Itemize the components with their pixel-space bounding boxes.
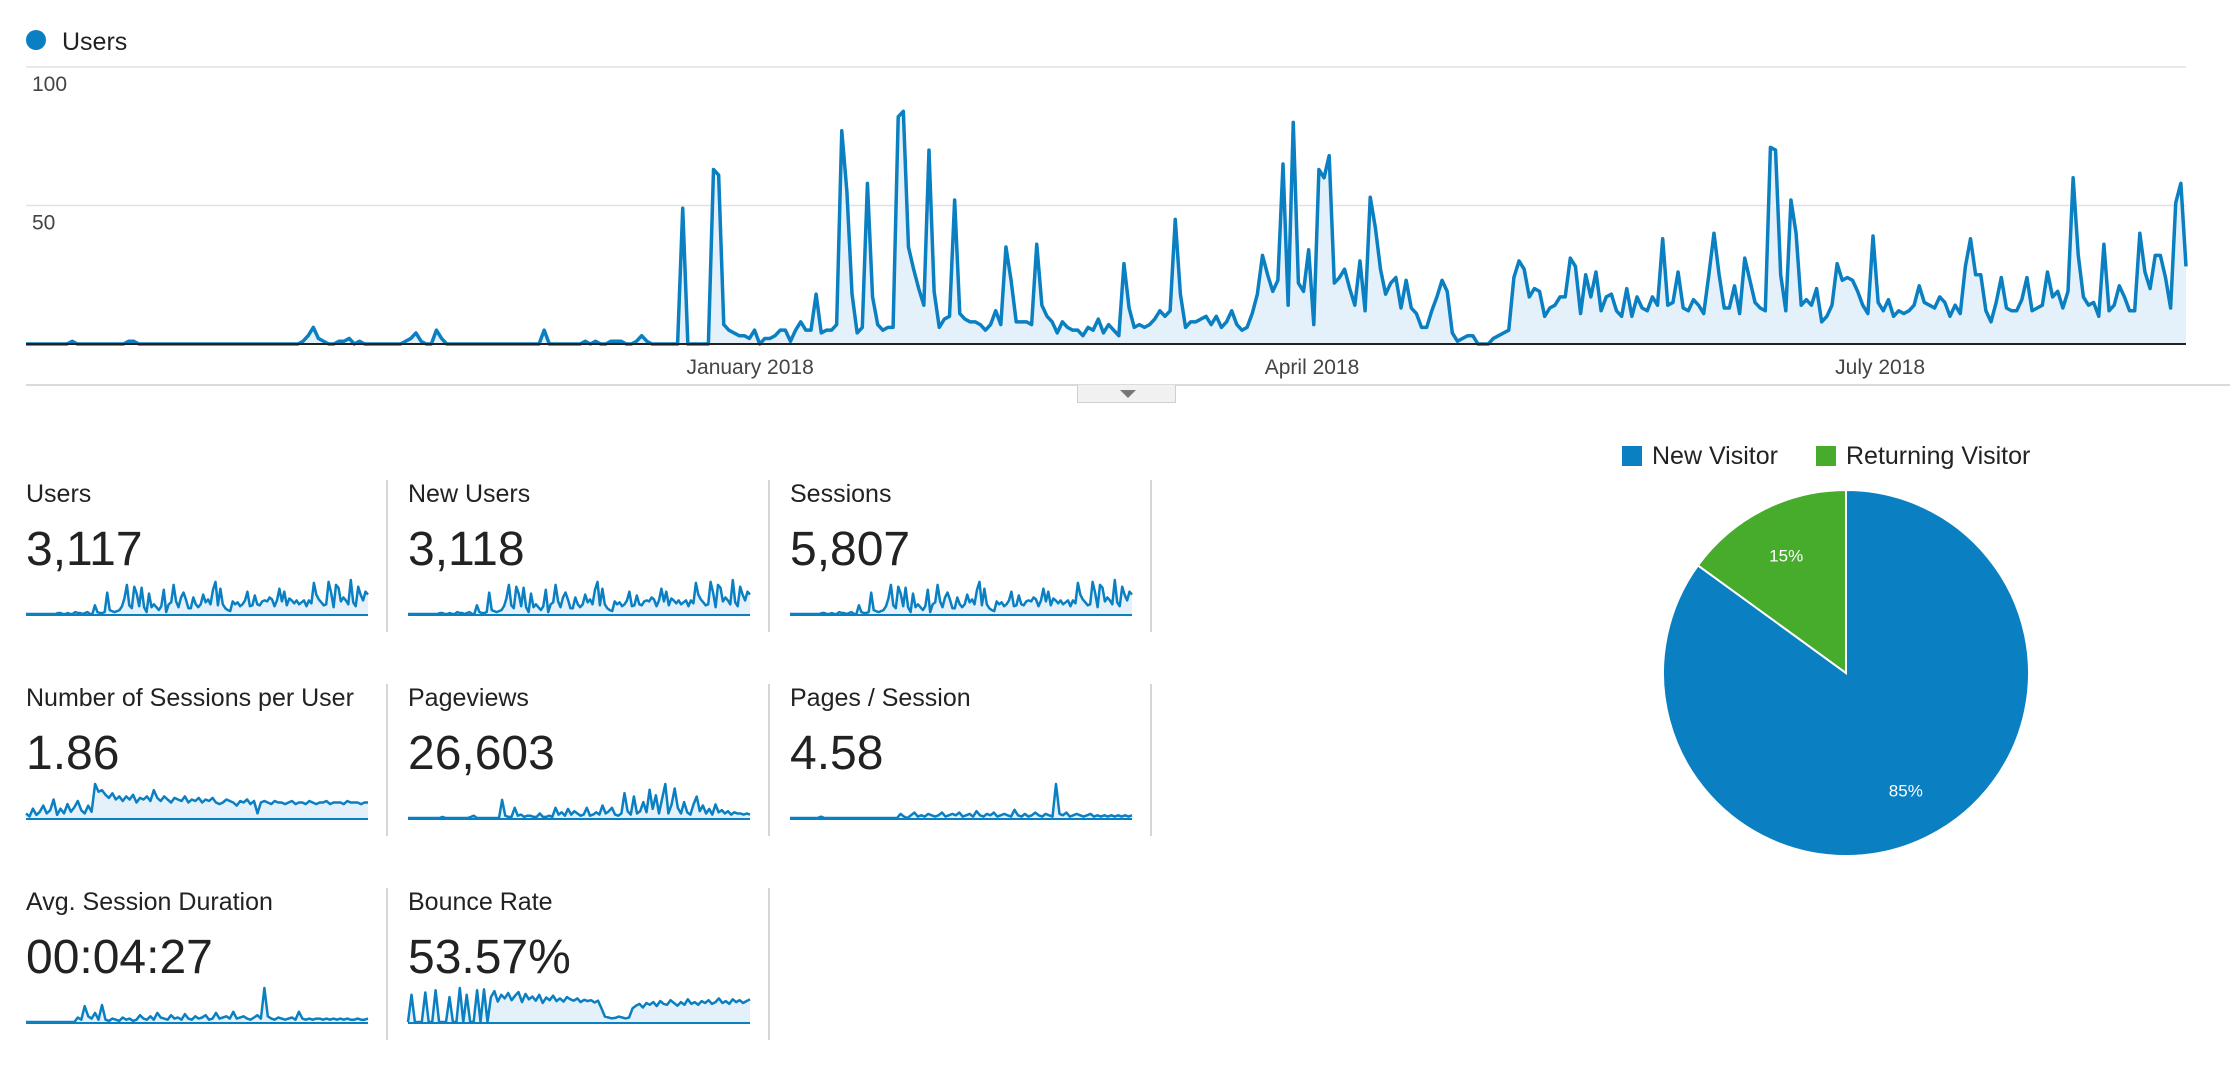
metric-avg-session-duration[interactable]: Avg. Session Duration 00:04:27 bbox=[26, 888, 408, 1040]
sparkline-line bbox=[26, 986, 369, 1024]
pie-chart: 85% 15% bbox=[1662, 490, 2030, 857]
metric-sparkline bbox=[26, 578, 369, 616]
legend-label: New Visitor bbox=[1652, 442, 1778, 470]
pie-slice-returning-visitor[interactable] bbox=[1696, 490, 1847, 675]
sparkline-line bbox=[790, 578, 1133, 616]
sparkline-fill bbox=[26, 784, 368, 820]
metric-bounce-rate[interactable]: Bounce Rate 53.57% bbox=[406, 888, 790, 1040]
metric-label: Bounce Rate bbox=[408, 888, 553, 916]
x-tick-label: July 2018 bbox=[1835, 356, 1925, 379]
pie-legend-new-visitor[interactable]: New Visitor bbox=[1622, 442, 1778, 471]
x-tick-label: January 2018 bbox=[687, 356, 814, 379]
y-tick-label: 50 bbox=[32, 212, 55, 235]
legend-label-users: Users bbox=[62, 28, 127, 56]
pie-slice-label: 85% bbox=[1889, 781, 1923, 800]
sparkline-line bbox=[790, 782, 1133, 820]
sparkline-line bbox=[25, 782, 368, 818]
metric-label: Users bbox=[26, 480, 92, 508]
metric-label: Pages / Session bbox=[790, 684, 971, 712]
chart-legend[interactable]: Users bbox=[26, 28, 127, 56]
metric-sparkline bbox=[408, 578, 751, 616]
legend-swatch-users bbox=[26, 30, 46, 50]
sparkline-fill bbox=[26, 988, 368, 1024]
sparkline-line bbox=[26, 578, 369, 616]
metric-pageviews[interactable]: Pageviews 26,603 bbox=[408, 684, 790, 836]
metric-value: 26,603 bbox=[408, 727, 555, 780]
sparkline-line bbox=[406, 986, 751, 1024]
metric-label: New Users bbox=[408, 480, 531, 508]
metric-label: Pageviews bbox=[408, 684, 529, 712]
metric-value: 5,807 bbox=[790, 523, 911, 576]
metric-new-users[interactable]: New Users 3,118 bbox=[408, 480, 790, 632]
metric-value: 3,118 bbox=[408, 523, 525, 576]
collapse-chart-tab[interactable] bbox=[1077, 385, 1176, 403]
visitor-type-pie: New Visitor Returning Visitor 85% 15% bbox=[1600, 430, 2200, 890]
sparkline-fill bbox=[26, 580, 368, 616]
metric-sessions-per-user[interactable]: Number of Sessions per User 1.86 bbox=[25, 684, 408, 836]
metric-sparkline bbox=[790, 782, 1133, 820]
metric-value: 00:04:27 bbox=[26, 931, 213, 984]
users-area-fill bbox=[26, 111, 2186, 344]
legend-swatch-returning-visitor bbox=[1816, 446, 1836, 466]
legend-swatch-new-visitor bbox=[1622, 446, 1642, 466]
metric-sparkline bbox=[408, 782, 751, 820]
metric-value: 3,117 bbox=[26, 523, 143, 576]
metric-value: 53.57% bbox=[408, 931, 571, 984]
metric-sparkline bbox=[26, 986, 369, 1024]
sparkline-fill bbox=[790, 580, 1132, 616]
y-tick-label: 100 bbox=[32, 73, 67, 96]
metric-sparkline bbox=[790, 578, 1133, 616]
metric-value: 4.58 bbox=[790, 727, 884, 780]
metric-sessions[interactable]: Sessions 5,807 bbox=[790, 480, 1172, 632]
metric-label: Number of Sessions per User bbox=[26, 684, 354, 712]
metric-label: Sessions bbox=[790, 480, 892, 508]
metric-sparkline bbox=[406, 986, 751, 1024]
metric-users[interactable]: Users 3,117 bbox=[26, 480, 408, 632]
pie-slice-label: 15% bbox=[1769, 547, 1803, 566]
sparkline-fill bbox=[408, 988, 750, 1024]
metric-pages-per-session[interactable]: Pages / Session 4.58 bbox=[790, 684, 1172, 836]
caret-down-icon bbox=[1120, 390, 1136, 398]
sparkline-fill bbox=[408, 580, 750, 616]
sparkline-line bbox=[408, 578, 751, 616]
pie-legend-returning-visitor[interactable]: Returning Visitor bbox=[1816, 442, 2030, 471]
metric-value: 1.86 bbox=[26, 727, 120, 780]
x-tick-label: April 2018 bbox=[1265, 356, 1360, 379]
metric-sparkline bbox=[25, 782, 368, 820]
metric-label: Avg. Session Duration bbox=[26, 888, 273, 916]
legend-label: Returning Visitor bbox=[1846, 442, 2031, 470]
users-line-chart: Users 100 50 January 2018 April 2018 July 2… bbox=[26, 28, 2230, 386]
